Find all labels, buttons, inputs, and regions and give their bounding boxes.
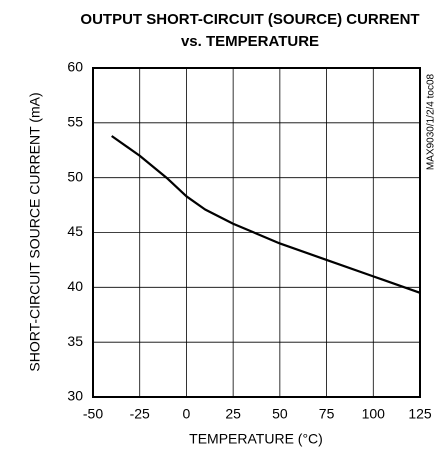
y-axis-label: SHORT-CIRCUIT SOURCE CURRENT (mA) <box>27 92 43 371</box>
x-tick-label: -50 <box>83 406 103 422</box>
y-tick-label: 50 <box>67 168 83 184</box>
annotation: MAX9030/1/2/4 toc08 <box>426 73 437 170</box>
x-tick-label: 50 <box>272 406 288 422</box>
y-tick-label: 35 <box>67 333 83 349</box>
y-tick-label: 45 <box>67 223 83 239</box>
x-tick-label: 0 <box>183 406 191 422</box>
x-axis-label: TEMPERATURE (°C) <box>189 431 323 447</box>
y-tick-label: 30 <box>67 388 83 404</box>
chart-title: OUTPUT SHORT-CIRCUIT (SOURCE) CURRENT <box>80 11 419 28</box>
plot-frame <box>92 67 421 398</box>
chart-subtitle: vs. TEMPERATURE <box>181 33 319 50</box>
x-tick-label: 25 <box>225 406 241 422</box>
x-tick-label: -25 <box>130 406 150 422</box>
y-tick-label: 55 <box>67 114 83 130</box>
x-tick-label: 75 <box>319 406 335 422</box>
y-tick-label: 40 <box>67 278 83 294</box>
y-tick-label: 60 <box>67 59 83 75</box>
x-tick-label: 100 <box>362 406 386 422</box>
data-line <box>111 135 421 294</box>
x-tick-label: 125 <box>408 406 432 422</box>
